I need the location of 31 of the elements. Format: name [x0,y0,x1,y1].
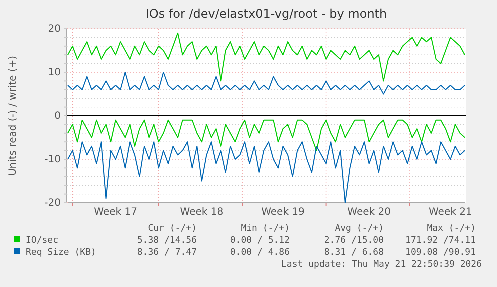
legend-label: Req Size (KB) [26,248,96,258]
line-series [68,32,466,82]
legend-label: IO/sec [26,236,59,246]
x-tick-label: Week 17 [94,207,138,218]
text: 8.31 / 6.68 [324,248,384,258]
line-series [68,142,466,204]
x-tick-label: Week 19 [262,207,305,218]
y-tick-label: 0 [54,111,61,122]
y-axis-title: Units read (-) / write (+) [8,56,19,176]
text: Avg (-/+) [335,224,384,234]
chart-title: IOs for /dev/elastx01-vg/root - by month [146,7,388,21]
text: Max (-/+) [427,224,476,234]
line-series [68,120,466,152]
text: 0.00 / 4.86 [230,248,290,258]
y-tick-label: 20 [48,24,61,36]
y-tick-label: -10 [44,154,61,166]
y-tick-label: -20 [44,198,61,210]
text: Min (-/+) [241,224,290,234]
text: 2.76 /15.00 [324,236,384,246]
text: Cur (-/+) [148,224,197,234]
text: 5.38 /14.56 [137,236,197,246]
x-tick-label: Week 20 [348,207,391,218]
y-tick-label: 10 [48,68,61,79]
text: 109.08 /90.91 [406,248,476,258]
text: 8.36 / 7.47 [137,248,197,258]
x-tick-label: Week 18 [180,207,224,218]
x-tick-label: Week 21 [428,207,472,218]
line-series [68,72,466,95]
text: 171.92 /74.11 [406,236,476,246]
text: Last update: Thu May 21 22:50:39 2026 [282,260,482,270]
text: 0.00 / 5.12 [230,236,290,246]
